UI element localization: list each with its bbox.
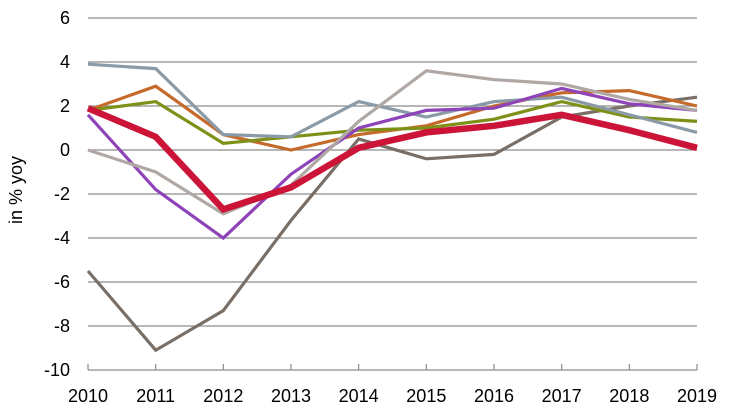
- series-line-7: [86, 105, 698, 214]
- x-tick-label: 2013: [271, 386, 311, 406]
- series-line-1: [86, 95, 698, 353]
- x-tick-label: 2012: [203, 386, 243, 406]
- series-line-6: [87, 69, 698, 216]
- y-tick-label: 6: [60, 8, 70, 28]
- y-tick-label: -6: [54, 272, 70, 292]
- y-tick-label: -2: [54, 184, 70, 204]
- y-tick-label: -10: [44, 360, 70, 380]
- series-lines: [86, 62, 698, 353]
- y-tick-label: 4: [60, 52, 70, 72]
- x-tick-label: 2016: [474, 386, 514, 406]
- y-axis-title: in % yoy: [6, 156, 26, 224]
- x-tick-label: 2017: [542, 386, 582, 406]
- y-tick-labels: -10 -8 -6 -4 -2 0 2 4 6: [44, 8, 70, 380]
- series-line-3: [87, 99, 698, 146]
- series-line-4: [87, 62, 698, 139]
- x-tick-label: 2019: [677, 386, 717, 406]
- series-line-5: [86, 86, 698, 241]
- y-tick-label: 2: [60, 96, 70, 116]
- x-tick-label: 2014: [339, 386, 379, 406]
- x-tick-label: 2015: [406, 386, 446, 406]
- y-tick-label: -4: [54, 228, 70, 248]
- y-tick-label: 0: [60, 140, 70, 160]
- x-tick-label: 2010: [68, 386, 108, 406]
- gridlines: [87, 17, 698, 371]
- x-tick-label: 2011: [136, 386, 175, 406]
- x-tick-labels: 2010 2011 2012 2013 2014 2015 2016 2017 2018 2019: [68, 386, 717, 406]
- x-tick-label: 2018: [609, 386, 649, 406]
- y-tick-label: -8: [54, 316, 70, 336]
